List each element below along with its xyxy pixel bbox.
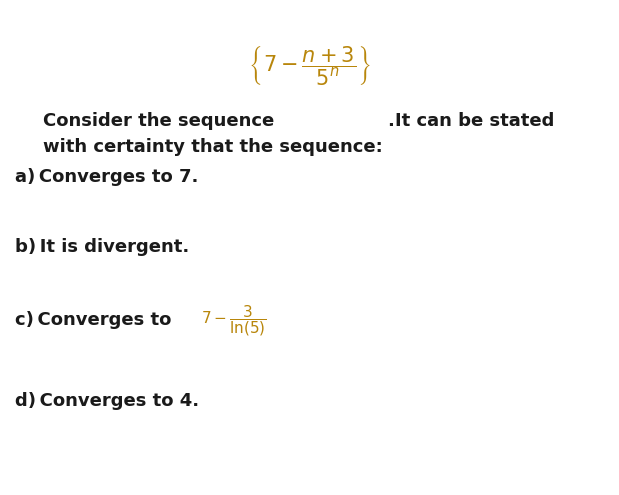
Text: .: .: [387, 112, 394, 130]
Text: c) Converges to: c) Converges to: [15, 311, 172, 329]
Text: with certainty that the sequence:: with certainty that the sequence:: [43, 138, 383, 155]
Text: $7 - \dfrac{3}{\mathrm{ln}(5)}$: $7 - \dfrac{3}{\mathrm{ln}(5)}$: [201, 303, 267, 338]
Text: a) Converges to 7.: a) Converges to 7.: [15, 168, 199, 186]
Text: b) It is divergent.: b) It is divergent.: [15, 239, 190, 256]
Text: It can be stated: It can be stated: [395, 112, 554, 130]
Text: $\left\{7 - \dfrac{n+3}{5^{n}}\right\}$: $\left\{7 - \dfrac{n+3}{5^{n}}\right\}$: [248, 45, 371, 89]
Text: Consider the sequence: Consider the sequence: [43, 112, 275, 130]
Text: d) Converges to 4.: d) Converges to 4.: [15, 392, 199, 410]
